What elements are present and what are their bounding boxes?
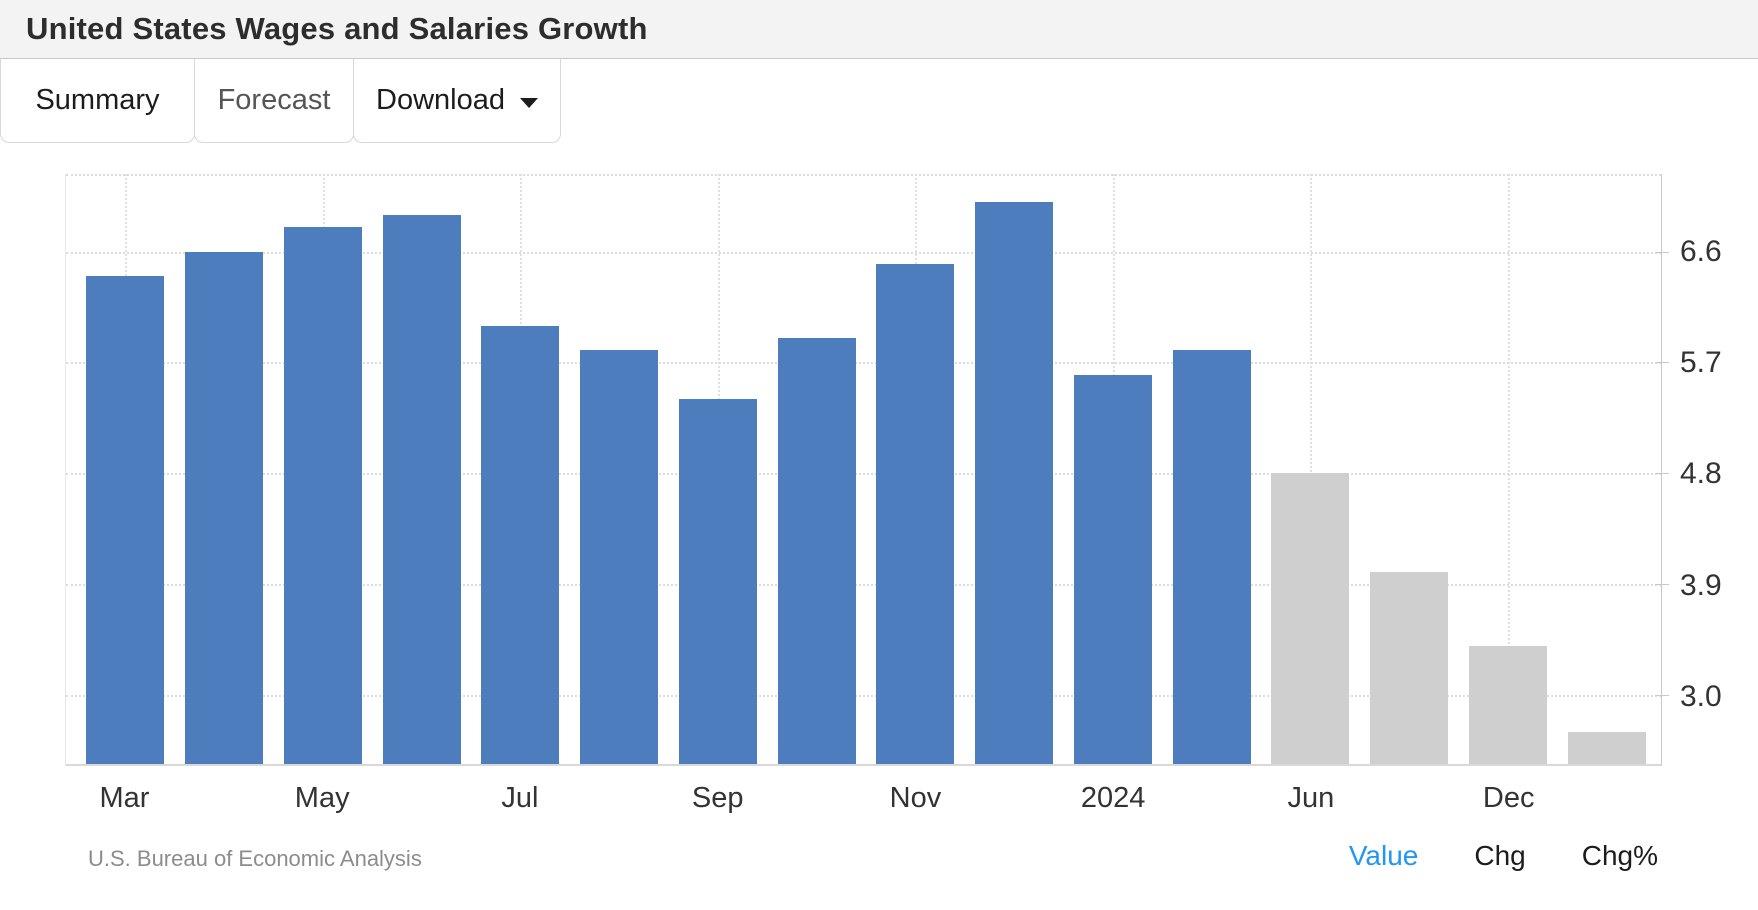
bar-forecast-sep-2024[interactable] — [1370, 571, 1449, 764]
y-tick-mark — [1655, 695, 1669, 697]
bar-actual-nov-2023[interactable] — [876, 263, 955, 764]
bar-slot — [76, 174, 175, 764]
bar-actual-feb-2024[interactable] — [1172, 350, 1251, 764]
bar-forecast-dec-2024[interactable] — [1468, 645, 1547, 764]
bar-actual-oct-2023[interactable] — [777, 337, 856, 764]
x-axis-label: Mar — [99, 782, 150, 814]
bar-slot — [965, 174, 1064, 764]
bar-slot — [767, 174, 866, 764]
y-tick-mark — [1655, 473, 1669, 475]
x-axis-label — [965, 782, 1064, 815]
bar-slot — [1064, 174, 1163, 764]
bar-actual-aug-2023[interactable] — [580, 350, 659, 764]
plot-top-border — [66, 174, 1661, 176]
x-axis-label — [767, 782, 866, 815]
x-axis-label: Sep — [691, 782, 744, 814]
x-axis-label — [1360, 782, 1459, 815]
forecast-chart: Mar May Jul Sep Nov 2024 Jun Dec U.S. Bureau of… — [0, 144, 1758, 910]
bar-slot — [1261, 174, 1360, 764]
bar-slot — [1162, 174, 1261, 764]
x-axis-label: Nov — [889, 782, 942, 814]
y-axis-label: 4.8 — [1680, 457, 1722, 491]
x-axis-label: 2024 — [1080, 782, 1146, 814]
bar-actual-sep-2023[interactable] — [678, 399, 757, 764]
x-axis-label — [569, 782, 668, 815]
tab-download-label: Download — [376, 84, 505, 116]
x-axis-label — [1558, 782, 1657, 815]
x-axis-label: Dec — [1482, 782, 1535, 814]
bar-slot — [175, 174, 274, 764]
x-axis-label — [372, 782, 471, 815]
page-header: United States Wages and Salaries Growth — [0, 0, 1758, 59]
bar-slot — [1360, 174, 1459, 764]
bar-slot — [471, 174, 570, 764]
bar-actual-jun-2023[interactable] — [382, 214, 461, 764]
h-gridline — [66, 473, 1661, 476]
footer-link-chg[interactable]: Chg — [1474, 840, 1526, 871]
bar-slot — [1557, 174, 1656, 764]
bar-slot — [570, 174, 669, 764]
tab-forecast-label: Forecast — [217, 84, 331, 116]
tab-bar: Summary Forecast Download — [0, 59, 1758, 144]
bar-slot — [274, 174, 373, 764]
caret-down-icon — [519, 97, 538, 108]
x-axis-label: May — [294, 782, 350, 814]
v-gridline — [1507, 174, 1510, 764]
bar-slot — [669, 174, 768, 764]
tab-download[interactable]: Download — [353, 59, 561, 143]
tab-forecast[interactable]: Forecast — [194, 59, 354, 143]
footer-link-chgpct[interactable]: Chg% — [1581, 840, 1658, 871]
h-gridline — [66, 695, 1661, 698]
tab-summary-label: Summary — [35, 84, 160, 116]
y-tick-mark — [1655, 251, 1669, 253]
footer-links: Value Chg Chg% — [1349, 840, 1658, 872]
h-gridline — [66, 251, 1661, 254]
h-gridline — [66, 362, 1661, 365]
y-tick-mark — [1655, 362, 1669, 364]
bar-slot — [866, 174, 965, 764]
bar-actual-apr-2023[interactable] — [185, 251, 264, 764]
x-axis-label — [1163, 782, 1262, 815]
footer-link-value[interactable]: Value — [1348, 840, 1419, 871]
bar-actual-jul-2023[interactable] — [481, 325, 560, 764]
bar-slot — [372, 174, 471, 764]
bar-actual-dec-2023[interactable] — [975, 202, 1054, 764]
x-axis-label: Jul — [501, 782, 539, 814]
page-title: United States Wages and Salaries Growth — [26, 11, 648, 46]
y-axis-label: 5.7 — [1680, 346, 1722, 380]
v-gridline — [1310, 174, 1313, 764]
x-labels-row: Mar May Jul Sep Nov 2024 Jun Dec — [75, 782, 1657, 815]
bar-slot — [1459, 174, 1558, 764]
x-axis-label: Jun — [1287, 782, 1335, 814]
bars-row — [76, 174, 1656, 764]
bar-actual-mar-2023[interactable] — [86, 276, 165, 764]
tab-summary[interactable]: Summary — [0, 59, 195, 143]
y-axis-label: 3.9 — [1680, 568, 1722, 602]
x-axis-label — [174, 782, 273, 815]
bar-forecast-jun-2024[interactable] — [1271, 473, 1350, 764]
y-axis-label: 6.6 — [1680, 234, 1722, 268]
bar-actual-jan-2024[interactable] — [1073, 374, 1152, 764]
y-tick-mark — [1655, 584, 1669, 586]
y-axis-label: 3.0 — [1680, 679, 1722, 713]
h-gridline — [66, 584, 1661, 587]
bar-actual-may-2023[interactable] — [283, 226, 362, 764]
plot-area — [65, 174, 1669, 766]
bar-forecast-mar-2025[interactable] — [1567, 731, 1646, 764]
source-attribution[interactable]: U.S. Bureau of Economic Analysis — [88, 846, 422, 871]
